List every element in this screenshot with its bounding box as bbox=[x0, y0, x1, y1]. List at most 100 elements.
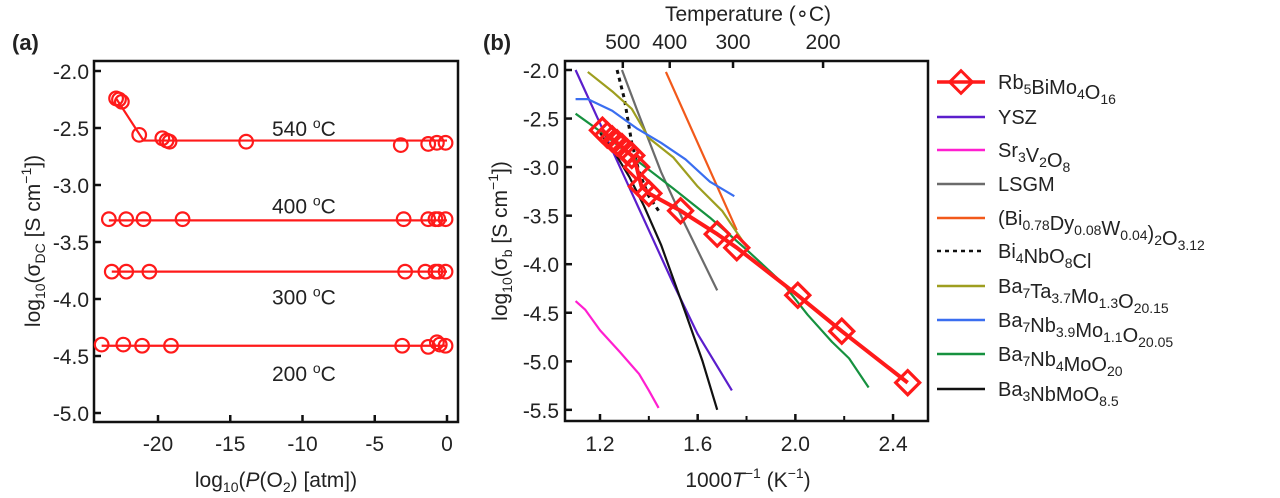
panel-a-ticks: -2.0 -2.5 -3.0 -3.5 -4.0 -4.5 -5.0 -20 -15 -10 -5 0 bbox=[53, 61, 453, 456]
legend-label: Ba7Nb3.9Mo1.1O20.05 bbox=[998, 310, 1173, 350]
panel-b-data-point bbox=[617, 141, 647, 170]
panel-b-series bbox=[664, 71, 738, 231]
panel-b-ytick-label: -2.0 bbox=[523, 60, 559, 83]
panel-a-data-point bbox=[161, 133, 178, 150]
panel-a-series: 400 oC bbox=[100, 193, 454, 228]
panel-b-label: (b) bbox=[483, 30, 511, 55]
panel-b-ytick-label: -4.5 bbox=[523, 303, 559, 326]
panel-b-series-line bbox=[575, 98, 735, 198]
panel-a-data-point bbox=[437, 263, 454, 280]
panel-a-temperature-label: 200 oC bbox=[272, 360, 336, 386]
panel-b-plot-area bbox=[574, 69, 922, 411]
legend-label: Ba3NbMoO8.5 bbox=[998, 379, 1119, 409]
panel-a-data-point bbox=[113, 93, 130, 110]
panel-a-ytick-label: -2.0 bbox=[53, 61, 89, 84]
panel-a-ytick-label: -2.5 bbox=[53, 118, 89, 141]
panel-b-xtick-label: 2.4 bbox=[878, 433, 908, 456]
panel-a-data-point bbox=[420, 136, 437, 152]
panel-b-top-xtick-label: 400 bbox=[652, 31, 687, 54]
panel-a-data-point bbox=[437, 337, 454, 354]
panel-b-ytick-label: -5.5 bbox=[523, 400, 559, 423]
panel-b-data-point bbox=[634, 179, 664, 208]
panel-a-data-point bbox=[397, 263, 413, 280]
panel-a-data-point bbox=[430, 211, 447, 228]
panel-b-data-point bbox=[722, 233, 752, 262]
panel-a-data-point bbox=[118, 263, 135, 280]
panel-a-data-point bbox=[430, 263, 447, 280]
legend-item: Ba3NbMoO8.5 bbox=[937, 379, 1119, 409]
panel-a-data-point bbox=[118, 211, 135, 228]
panel-a-data-point bbox=[392, 137, 409, 154]
legend-label: (Bi0.78Dy0.08W0.04)2O3.12 bbox=[998, 208, 1205, 253]
legend-item: (Bi0.78Dy0.08W0.04)2O3.12 bbox=[937, 208, 1205, 253]
panel-a-xlabel: log10(P(O2) [atm]) bbox=[195, 469, 357, 495]
panel-b-series-line bbox=[599, 132, 719, 411]
panel-b-data-point bbox=[622, 152, 651, 182]
panel-b-series-line bbox=[620, 69, 719, 291]
panel-a-data-point bbox=[100, 211, 117, 228]
legend-label: LSGM bbox=[998, 174, 1055, 196]
panel-b-top-xlabel: Temperature (∘C) bbox=[665, 3, 831, 26]
legend-label: Rb5BiMo4O16 bbox=[998, 72, 1116, 107]
legend-label: Ba7Ta3.7Mo1.3O20.15 bbox=[998, 276, 1169, 316]
panel-a-data-point bbox=[115, 336, 132, 353]
panel-a-series: 300 oC bbox=[103, 263, 454, 310]
panel-b-data-point bbox=[702, 219, 732, 249]
panel-a-data-point bbox=[134, 337, 151, 354]
panel-a-data-point bbox=[174, 211, 191, 228]
panel-a-xtick-label: 0 bbox=[441, 433, 453, 456]
panel-b-ytick-label: -3.5 bbox=[523, 206, 559, 229]
panel-b-ytick-label: -4.0 bbox=[523, 254, 559, 277]
panel-b-series bbox=[620, 69, 719, 291]
legend-label: Ba7Nb4MoO20 bbox=[998, 344, 1123, 379]
legend-label: Bi4NbO8Cl bbox=[998, 241, 1091, 273]
legend-item: Sr3V2O8 bbox=[937, 140, 1071, 175]
legend-item: Ba7Nb4MoO20 bbox=[937, 344, 1123, 379]
panel-b-top-xtick-label: 300 bbox=[716, 31, 751, 54]
panel-a-ylabel: log10(σDC [S cm−1]) bbox=[18, 155, 48, 327]
panel-a-data-point bbox=[93, 336, 110, 353]
panel-b-ytick-label: -3.0 bbox=[523, 157, 559, 180]
panel-b-ticks: -2.0 -2.5 -3.0 -3.5 -4.0 -4.5 -5.0 -5.5 1.2 1.6 2.… bbox=[523, 31, 908, 456]
panel-a-series: 200 oC bbox=[93, 334, 454, 386]
panel-b-xtick-label: 1.6 bbox=[683, 433, 712, 456]
panel-b-series-line bbox=[574, 69, 733, 392]
panel-a-xtick-label: -15 bbox=[215, 433, 245, 456]
panel-a-chart: -2.0 -2.5 -3.0 -3.5 -4.0 -4.5 -5.0 -20 -15 -10 -5 0… bbox=[18, 59, 460, 495]
panel-a-xtick-label: -5 bbox=[365, 433, 384, 456]
panel-b-ytick-label: -2.5 bbox=[523, 109, 559, 132]
panel-a-data-point bbox=[428, 334, 445, 351]
panel-a-ytick-label: -5.0 bbox=[53, 403, 89, 426]
panel-a-data-point bbox=[437, 134, 454, 151]
panel-b-chart: -2.0 -2.5 -3.0 -3.5 -4.0 -4.5 -5.0 -5.5 1.2 1.6 2.… bbox=[485, 3, 930, 492]
panel-a-data-point bbox=[428, 134, 445, 151]
panel-b-xlabel: 1000T−1 (K−1) bbox=[685, 465, 810, 492]
panel-a-data-point bbox=[238, 133, 255, 150]
panel-a-series: 540 oC bbox=[108, 90, 454, 154]
panel-a-data-point bbox=[131, 126, 148, 143]
panel-a-data-point bbox=[395, 211, 412, 228]
panel-b-data-point bbox=[893, 368, 922, 397]
legend-label: YSZ bbox=[998, 107, 1037, 129]
panel-a-data-point bbox=[141, 263, 158, 280]
panel-b-series bbox=[574, 69, 733, 392]
panel-b-top-xtick-label: 500 bbox=[605, 31, 640, 54]
panel-a-data-point bbox=[163, 337, 179, 354]
panel-b-data-point bbox=[827, 316, 857, 346]
panel-b-xtick-label: 2.0 bbox=[781, 433, 810, 456]
panel-b-series bbox=[575, 98, 735, 198]
legend-item: Ba7Nb3.9Mo1.1O20.05 bbox=[937, 310, 1173, 350]
panel-a-data-point bbox=[394, 337, 411, 354]
panel-b-xtick-label: 1.2 bbox=[585, 433, 614, 456]
panel-a-xtick-label: -20 bbox=[143, 433, 173, 456]
panel-b-series-line bbox=[574, 300, 660, 409]
panel-a-temperature-label: 400 oC bbox=[272, 193, 336, 219]
panel-a-ytick-label: -4.0 bbox=[53, 289, 89, 312]
legend-item: LSGM bbox=[937, 174, 1055, 196]
panel-b-data-point bbox=[783, 280, 813, 310]
panel-a-label: (a) bbox=[12, 30, 39, 55]
panel-b-ylabel: log10(σb [S cm−1]) bbox=[485, 161, 515, 321]
panel-a-data-point bbox=[111, 91, 127, 108]
panel-b-series-line bbox=[664, 71, 738, 231]
